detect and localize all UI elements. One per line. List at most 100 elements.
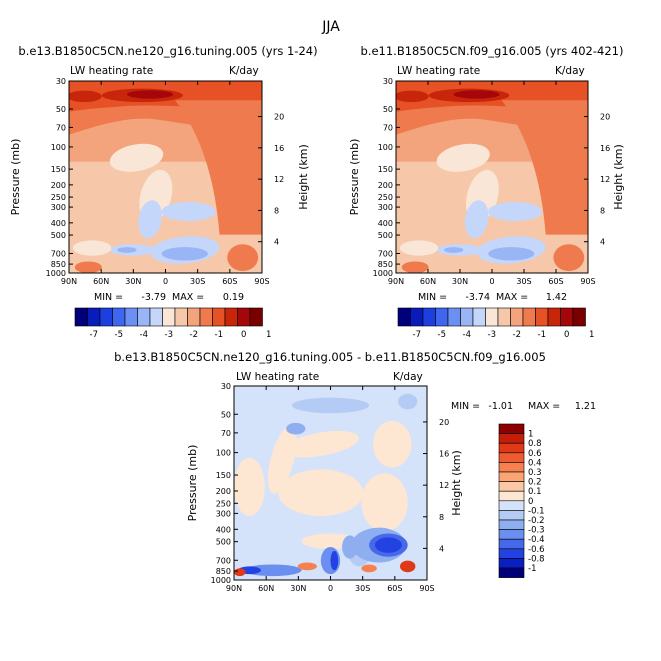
contour-region xyxy=(175,100,262,235)
panel-3-max-prefix: MAX = xyxy=(528,401,560,412)
colorbar-swatch xyxy=(460,307,474,327)
colorbar-swatch xyxy=(498,548,525,559)
colorbar-swatch xyxy=(112,307,126,327)
x-tick-label: 90N xyxy=(61,277,77,286)
pressure-tick-label: 70 xyxy=(56,123,66,132)
colorbar-label: -5 xyxy=(115,330,123,340)
panel-2-y2-axis-label: Height (km) xyxy=(612,144,625,210)
x-tick-label: 30N xyxy=(290,584,306,593)
colorbar-label: -0.3 xyxy=(528,526,545,536)
colorbar-swatch xyxy=(485,307,499,327)
panel-1-max-prefix: MAX = xyxy=(172,292,204,303)
colorbar-label: 0.2 xyxy=(528,478,542,488)
colorbar-swatch xyxy=(498,433,525,444)
contour-region xyxy=(372,420,412,468)
contour-region xyxy=(553,244,585,272)
colorbar-label: 0.1 xyxy=(528,487,542,497)
height-tick-label: 12 xyxy=(439,481,449,490)
pressure-tick-label: 700 xyxy=(51,249,66,258)
height-tick-label: 16 xyxy=(274,144,284,153)
pressure-tick-label: 150 xyxy=(51,165,66,174)
x-tick-label: 0 xyxy=(489,277,494,286)
colorbar-label: 1 xyxy=(266,330,271,340)
pressure-tick-label: 300 xyxy=(216,509,231,518)
panel-3-title: b.e13.B1850C5CN.ne120_g16.tuning.005 - b… xyxy=(114,350,546,364)
pressure-tick-label: 50 xyxy=(383,105,393,114)
colorbar-label: 0 xyxy=(564,330,569,340)
colorbar-swatch xyxy=(249,307,263,327)
colorbar-swatch xyxy=(137,307,151,327)
colorbar-swatch xyxy=(498,490,525,502)
pressure-tick-label: 100 xyxy=(378,143,393,152)
pressure-tick-label: 200 xyxy=(216,487,231,496)
height-tick-label: 4 xyxy=(439,544,444,553)
panel-1-max-value: 0.19 xyxy=(223,292,244,303)
colorbar-swatch xyxy=(212,307,226,327)
contour-region xyxy=(501,100,588,235)
colorbar-swatch xyxy=(498,510,525,521)
x-tick-label: 60S xyxy=(387,584,402,593)
panel-1-min-prefix: MIN = xyxy=(94,292,123,303)
panel-3-var-label: LW heating rate xyxy=(236,371,319,383)
colorbar-label: 1 xyxy=(528,430,533,440)
panel-1-colorbar: -7 -5 -4 -3 -2 -1 0 1 xyxy=(74,307,271,340)
colorbar-swatch xyxy=(447,307,461,327)
x-tick-label: 60N xyxy=(258,584,274,593)
pressure-tick-label: 700 xyxy=(378,249,393,258)
colorbar-swatch xyxy=(498,471,525,482)
panel-1-minmax: MIN = -3.79 MAX = 0.19 xyxy=(94,292,244,303)
colorbar-label: -1 xyxy=(538,330,546,340)
contour-region xyxy=(330,550,339,571)
colorbar-swatch xyxy=(572,307,586,327)
colorbar-label: -1 xyxy=(215,330,223,340)
pressure-tick-label: 500 xyxy=(378,231,393,240)
colorbar-label: 0 xyxy=(528,497,533,507)
colorbar-label: -3 xyxy=(488,330,496,340)
colorbar-swatch xyxy=(435,307,449,327)
contour-region xyxy=(297,562,317,571)
panel-3-y2-axis-label: Height (km) xyxy=(450,450,463,516)
contour-region xyxy=(488,247,535,261)
colorbar-label: -2 xyxy=(190,330,198,340)
x-tick-label: 90S xyxy=(580,277,595,286)
x-tick-label: 30N xyxy=(452,277,468,286)
x-tick-label: 0 xyxy=(163,277,168,286)
panel-2-var-label: LW heating rate xyxy=(397,65,480,77)
x-tick-label: 60S xyxy=(548,277,563,286)
colorbar-swatch xyxy=(498,519,525,530)
colorbar-label: 0.3 xyxy=(528,468,542,478)
panel-2-colorbar: -7 -5 -4 -3 -2 -1 0 1 xyxy=(397,307,594,340)
contour-region xyxy=(138,200,162,239)
season-title: JJA xyxy=(321,19,340,35)
pressure-tick-label: 50 xyxy=(56,105,66,114)
contour-region xyxy=(74,261,102,273)
colorbar-label: -0.6 xyxy=(528,545,545,555)
contour-region xyxy=(464,200,489,239)
pressure-tick-label: 150 xyxy=(216,471,231,480)
colorbar-label: 0.4 xyxy=(528,458,542,468)
x-tick-label: 60S xyxy=(222,277,237,286)
panel-1-y2-axis-label: Height (km) xyxy=(297,144,310,210)
x-tick-label: 90S xyxy=(419,584,434,593)
contour-region xyxy=(398,393,418,410)
colorbar-swatch xyxy=(472,307,486,327)
contour-region xyxy=(361,564,377,573)
panel-2-units-label: K/day xyxy=(555,65,585,77)
contour-region xyxy=(488,201,542,222)
x-tick-label: 60N xyxy=(420,277,436,286)
colorbar-swatch xyxy=(397,307,411,327)
contour-region xyxy=(374,537,402,553)
colorbar-swatch xyxy=(498,462,525,473)
height-tick-label: 12 xyxy=(274,175,284,184)
colorbar-swatch xyxy=(498,567,525,578)
pressure-tick-label: 850 xyxy=(216,567,231,576)
contour-region xyxy=(161,247,208,261)
pressure-tick-label: 500 xyxy=(216,538,231,547)
contour-region xyxy=(234,457,265,516)
panel-2-min-value: -3.74 xyxy=(465,292,490,303)
colorbar-swatch xyxy=(497,307,511,327)
x-tick-label: 60N xyxy=(93,277,109,286)
contour-region xyxy=(361,473,408,532)
height-tick-label: 4 xyxy=(274,238,279,247)
panel-3-y-axis-label: Pressure (mb) xyxy=(186,445,199,522)
